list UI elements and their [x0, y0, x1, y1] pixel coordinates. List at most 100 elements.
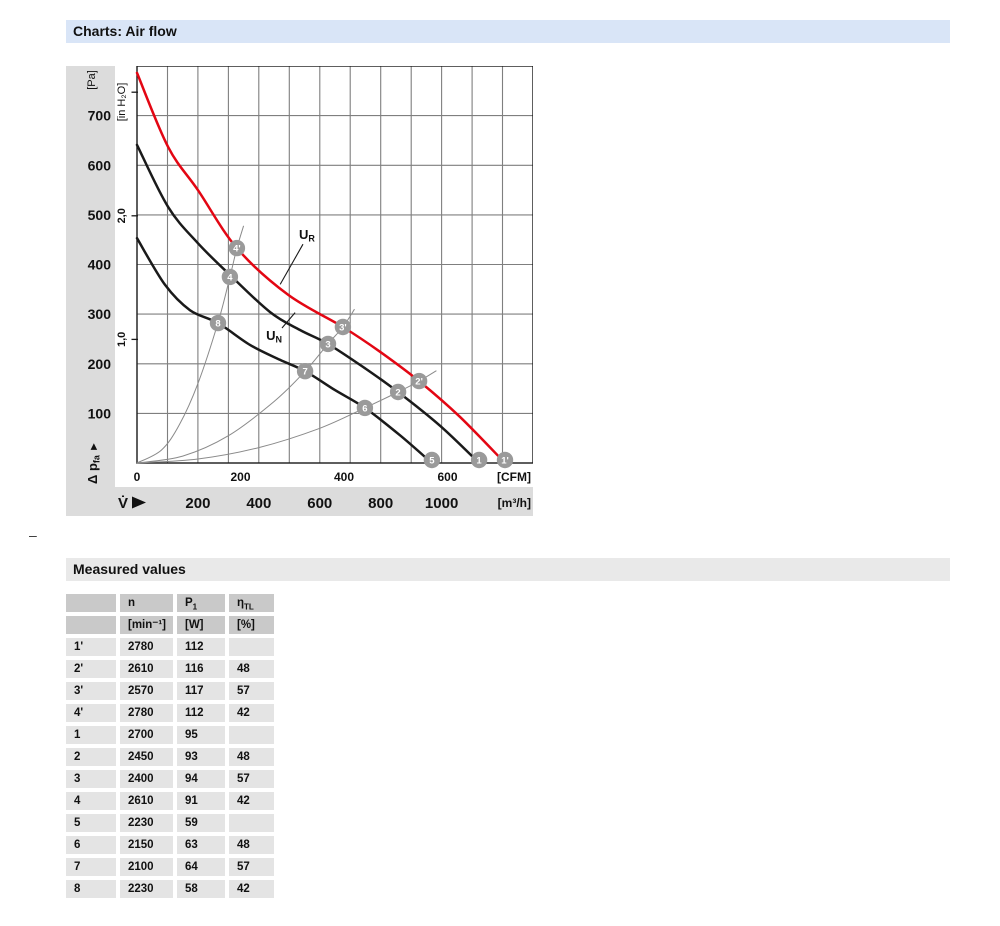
table-cell: 112 [177, 638, 225, 656]
table-cell: 2100 [120, 858, 173, 876]
col-header-η: ηTL [229, 594, 274, 612]
table-cell: 94 [177, 770, 225, 788]
cfm-tick-label: 200 [230, 470, 250, 484]
pa-tick-label: 700 [88, 108, 112, 124]
operating-point-6-label: 6 [362, 403, 367, 414]
table-cell: 95 [177, 726, 225, 744]
row-label: 4' [66, 704, 116, 722]
table-cell [229, 726, 274, 744]
measured-values-title: Measured values [73, 561, 186, 577]
operating-point-7 [296, 363, 314, 380]
table-cell: 64 [177, 858, 225, 876]
table-cell: 2570 [120, 682, 173, 700]
y-axis-strip [66, 66, 115, 516]
operating-point-8 [209, 314, 227, 332]
table-cell: 48 [229, 836, 274, 854]
pa-tick-label: 400 [88, 257, 112, 273]
table-cell: 48 [229, 748, 274, 766]
table-cell [229, 814, 274, 832]
measured-values-table: n P1 ηTL [min⁻¹] [W] [%] 1' 2780 112 2' 2610 116 48 3… [66, 594, 274, 898]
operating-point-6 [356, 399, 374, 417]
curve-U-low [135, 236, 434, 465]
operating-point-2 [389, 383, 407, 401]
operating-point-4-prime [228, 239, 246, 257]
plot-border [136, 66, 533, 464]
table-cell: 117 [177, 682, 225, 700]
m3h-unit-label: [m³/h] [498, 496, 531, 510]
table-cell: 2150 [120, 836, 173, 854]
operating-point-4 [221, 268, 239, 286]
m3h-tick-label: 800 [368, 495, 393, 512]
plot-margin [115, 66, 533, 487]
operating-point-4-label: 4 [227, 272, 233, 283]
operating-point-1-label: 1 [476, 455, 482, 466]
table-cell: 57 [229, 682, 274, 700]
curve-UN [135, 143, 481, 465]
table-cell: 42 [229, 880, 274, 898]
y-axis-name: Δ pfa ► [85, 441, 102, 484]
m3h-tick-label: 1000 [425, 495, 458, 512]
col-header-blank [66, 594, 116, 612]
table-cell: 112 [177, 704, 225, 722]
cfm-unit-label: [CFM] [497, 470, 531, 484]
row-label: 1' [66, 638, 116, 656]
pa-tick-label: 600 [88, 157, 112, 173]
grid-lines [137, 66, 533, 463]
operating-point-1-prime [496, 451, 514, 469]
table-cell: 2700 [120, 726, 173, 744]
row-label: 7 [66, 858, 116, 876]
curve-label-leader-UR [279, 243, 304, 285]
operating-point-5 [423, 451, 441, 469]
table-cell: 116 [177, 660, 225, 678]
table-cell: 2450 [120, 748, 173, 766]
operating-point-3-prime [334, 318, 352, 336]
table-cell: 2400 [120, 770, 173, 788]
operating-point-2-label: 2 [395, 387, 400, 398]
table-cell: 42 [229, 704, 274, 722]
table-cell: 42 [229, 792, 274, 810]
curve-UR [135, 71, 507, 465]
table-cell: 63 [177, 836, 225, 854]
operating-point-2-prime [410, 372, 428, 390]
row-label: 3' [66, 682, 116, 700]
table-cell: 2610 [120, 792, 173, 810]
m3h-tick-label: 600 [307, 495, 332, 512]
row-label: 1 [66, 726, 116, 744]
table-cell: 2780 [120, 638, 173, 656]
pa-unit-label: [Pa] [86, 70, 98, 90]
row-label: 8 [66, 880, 116, 898]
table-cell: 58 [177, 880, 225, 898]
operating-point-1 [470, 451, 488, 469]
col-unit-1: [min⁻¹] [120, 616, 173, 634]
operating-point-3-prime-label: 3' [339, 322, 347, 333]
row-label: 4 [66, 792, 116, 810]
table-cell: 2780 [120, 704, 173, 722]
x-axis-name: V̇ [118, 495, 128, 512]
m3h-tick-label: 400 [246, 495, 271, 512]
table-cell: 57 [229, 770, 274, 788]
operating-point-7-label: 7 [302, 367, 307, 378]
table-cell: 2230 [120, 880, 173, 898]
pa-tick-label: 500 [88, 207, 112, 223]
operating-point-4-prime-label: 4' [233, 244, 241, 255]
operating-point-8-label: 8 [215, 318, 220, 329]
row-label: 2 [66, 748, 116, 766]
x-axis-strip [66, 487, 533, 516]
cfm-tick-label: 600 [438, 470, 458, 484]
col-unit-2: [W] [177, 616, 225, 634]
table-cell: 59 [177, 814, 225, 832]
m3h-tick-label: 200 [185, 495, 210, 512]
col-unit-3: [%] [229, 616, 274, 634]
pa-tick-label: 100 [88, 405, 112, 421]
section-bar-measured-values: Measured values [66, 558, 950, 581]
table-cell: 93 [177, 748, 225, 766]
table-cell: 48 [229, 660, 274, 678]
operating-point-5-label: 5 [429, 455, 435, 466]
cfm-tick-label: 0 [134, 470, 141, 484]
row-label: 5 [66, 814, 116, 832]
inh2o-tick-label: 2,0 [116, 208, 128, 223]
section-bar-charts: Charts: Air flow [66, 20, 950, 43]
operating-point-2-prime-label: 2' [415, 377, 423, 388]
row-label: 3 [66, 770, 116, 788]
